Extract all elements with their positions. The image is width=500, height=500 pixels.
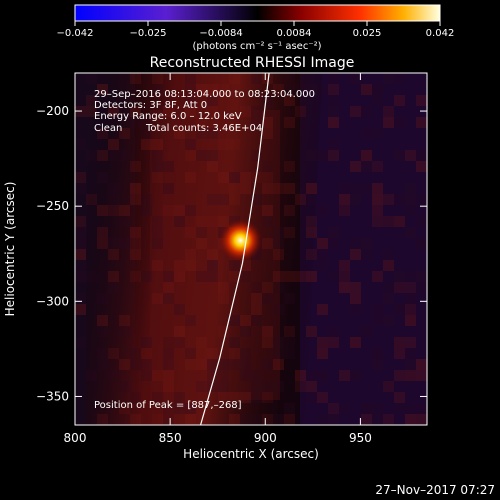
colorbar <box>74 4 441 22</box>
x-tick-label: 800 <box>64 431 87 445</box>
footer-date: 27–Nov–2017 07:27 <box>375 483 495 497</box>
peak-position-annotation: Position of Peak = [887,–268] <box>94 400 242 411</box>
solar-limb-curve <box>200 73 270 425</box>
colorbar-tick-label: 0.025 <box>353 28 382 39</box>
colorbar-tick-label: −0.0084 <box>199 28 242 39</box>
energy-range-annotation: Energy Range: 6.0 – 12.0 keV <box>94 111 242 122</box>
y-tick-label: −250 <box>36 199 69 213</box>
y-axis-ticks: −200 −250 −300 −350 <box>36 104 427 403</box>
method-annotation: Clean <box>94 123 122 134</box>
colorbar-tick-label: −0.042 <box>56 28 93 39</box>
colorbar-tick-label: −0.025 <box>129 28 166 39</box>
total-counts-annotation: Total counts: 3.46E+04 <box>145 123 262 134</box>
x-axis-ticks: 800 850 900 950 <box>64 73 372 445</box>
chart-title: Reconstructed RHESSI Image <box>150 55 355 71</box>
x-tick-label: 950 <box>349 431 372 445</box>
detectors-annotation: Detectors: 3F 8F, Att 0 <box>94 100 207 111</box>
y-tick-label: −300 <box>36 294 69 308</box>
time-range-annotation: 29–Sep–2016 08:13:04.000 to 08:23:04.000 <box>94 89 315 100</box>
colorbar-tick-label: 0.042 <box>426 28 455 39</box>
colorbar-ticks: −0.042 −0.025 −0.0084 0.0084 0.025 0.042 <box>56 21 454 39</box>
x-axis-label: Heliocentric X (arcsec) <box>183 447 319 461</box>
y-tick-label: −350 <box>36 389 69 403</box>
x-tick-label: 850 <box>159 431 182 445</box>
peak-source <box>218 218 263 263</box>
x-tick-label: 900 <box>254 431 277 445</box>
colorbar-unit-label: (photons cm⁻² s⁻¹ asec⁻²) <box>192 41 321 52</box>
y-tick-label: −200 <box>36 104 69 118</box>
plot-frame <box>74 72 428 426</box>
y-axis-label: Heliocentric Y (arcsec) <box>3 182 17 317</box>
colorbar-tick-label: 0.0084 <box>277 28 312 39</box>
heatmap-image <box>75 73 427 425</box>
